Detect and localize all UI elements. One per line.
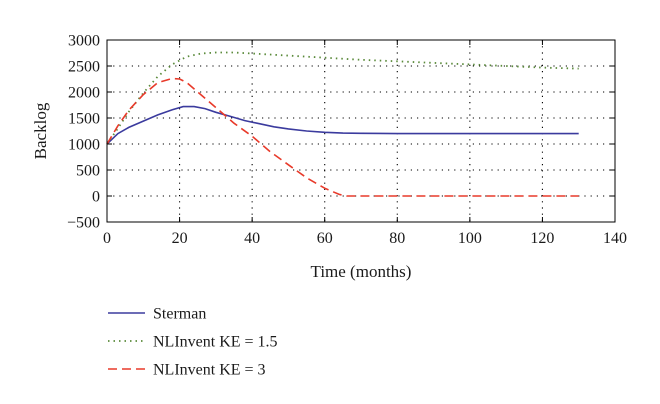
x-tick-label: 60 xyxy=(317,230,333,247)
axis-ticks: 0 20 40 60 80 100 120 140−500050010001500200025… xyxy=(67,33,627,248)
series-line-2 xyxy=(106,51,579,145)
y-tick-label: 0 xyxy=(92,189,100,206)
x-tick-label: 40 xyxy=(244,230,260,247)
y-tick-label: 3000 xyxy=(68,33,100,50)
y-axis-label: Backlog xyxy=(31,102,50,159)
x-axis-label: Time (months) xyxy=(311,262,412,281)
x-tick-label: 0 xyxy=(103,230,111,247)
y-tick-label: −500 xyxy=(67,215,100,232)
x-tick-label: 140 xyxy=(603,230,627,247)
legend-item: Sterman xyxy=(108,306,206,323)
legend: Sterman NLInvent KE = 1.5 NLInvent KE = 3 xyxy=(108,306,278,379)
y-tick-label: 2000 xyxy=(68,85,100,102)
series-line-3 xyxy=(106,77,579,197)
x-tick-label: 100 xyxy=(458,230,482,247)
series-layer xyxy=(106,51,579,197)
y-tick-label: 2500 xyxy=(68,59,100,76)
x-tick-label: 120 xyxy=(530,230,554,247)
legend-label: NLInvent KE = 1.5 xyxy=(153,334,278,351)
x-tick-label: 80 xyxy=(389,230,405,247)
y-tick-label: 1500 xyxy=(68,111,100,128)
plot-frame xyxy=(106,39,616,223)
x-tick-label: 20 xyxy=(172,230,188,247)
legend-label: Sterman xyxy=(153,306,206,323)
y-tick-label: 1000 xyxy=(68,137,100,154)
grid xyxy=(107,40,615,222)
series-line-1 xyxy=(106,105,579,145)
legend-item: NLInvent KE = 3 xyxy=(108,362,266,379)
legend-item: NLInvent KE = 1.5 xyxy=(108,334,278,351)
y-tick-label: 500 xyxy=(76,163,100,180)
legend-label: NLInvent KE = 3 xyxy=(153,362,266,379)
